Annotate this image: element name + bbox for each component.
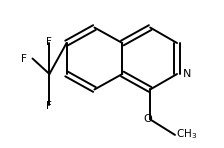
Text: O: O: [144, 114, 153, 124]
Text: F: F: [21, 54, 27, 63]
Text: F: F: [47, 37, 52, 47]
Text: N: N: [183, 69, 191, 79]
Text: CH$_3$: CH$_3$: [176, 127, 197, 141]
Text: F: F: [47, 101, 52, 111]
